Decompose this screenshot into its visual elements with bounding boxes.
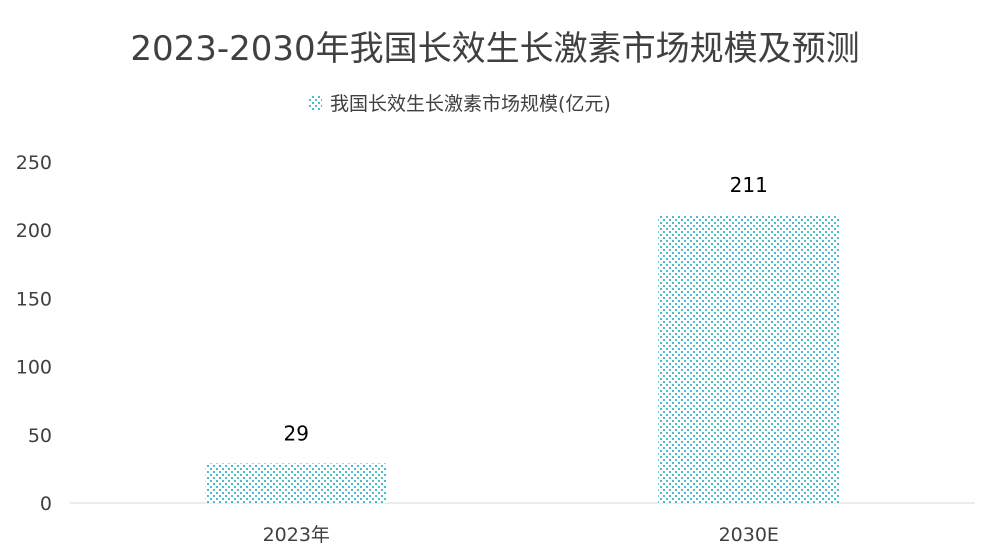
y-axis-ticks: 0 50 100 150 200 250 (16, 152, 52, 515)
bars (205, 215, 840, 504)
x-axis-ticks: 2023年 2030E (263, 524, 779, 546)
y-tick-label: 200 (16, 220, 52, 242)
legend-swatch (308, 96, 322, 110)
x-tick-label: 2030E (719, 524, 779, 546)
legend-label: 我国长效生长激素市场规模(亿元) (330, 93, 611, 115)
legend: 我国长效生长激素市场规模(亿元) (308, 93, 611, 115)
x-tick-label: 2023年 (263, 524, 330, 546)
data-label: 211 (730, 173, 768, 197)
y-tick-label: 100 (16, 357, 52, 379)
y-tick-label: 0 (40, 493, 52, 515)
data-label: 29 (284, 421, 309, 445)
y-tick-label: 250 (16, 152, 52, 174)
bar (658, 215, 840, 504)
y-tick-label: 150 (16, 288, 52, 310)
y-tick-label: 50 (28, 425, 52, 447)
chart-title: 2023-2030年我国长效生长激素市场规模及预测 (130, 29, 859, 69)
bar (205, 463, 387, 503)
data-labels: 29 211 (284, 173, 768, 445)
